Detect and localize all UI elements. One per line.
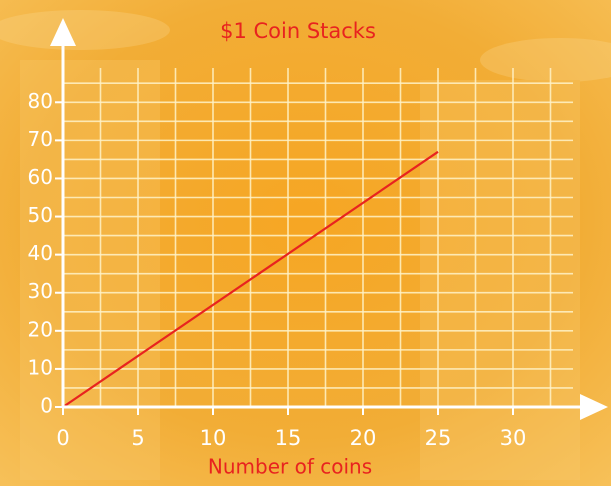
y-tick-label: 80 [28, 89, 53, 113]
y-tick-label: 70 [28, 127, 53, 151]
y-tick-label: 0 [40, 394, 53, 418]
x-tick-label: 25 [425, 426, 452, 450]
y-tick-label: 40 [28, 241, 53, 265]
y-tick-label: 20 [28, 317, 53, 341]
x-tick-label: 10 [200, 426, 227, 450]
x-axis-label: Number of coins [208, 455, 372, 479]
y-tick-label: 50 [28, 203, 53, 227]
x-tick-label: 5 [131, 426, 144, 450]
chart-title: $1 Coin Stacks [220, 19, 376, 43]
x-tick-label: 20 [350, 426, 377, 450]
y-tick-label: 30 [28, 279, 53, 303]
y-tick-label: 60 [28, 165, 53, 189]
x-tick-label: 15 [275, 426, 302, 450]
x-tick-label: 30 [500, 426, 527, 450]
y-tick-label: 10 [28, 355, 53, 379]
chart: $1 Coin Stacks Number of coins 0 5 10 15 20 2… [0, 0, 611, 486]
x-tick-label: 0 [56, 426, 69, 450]
